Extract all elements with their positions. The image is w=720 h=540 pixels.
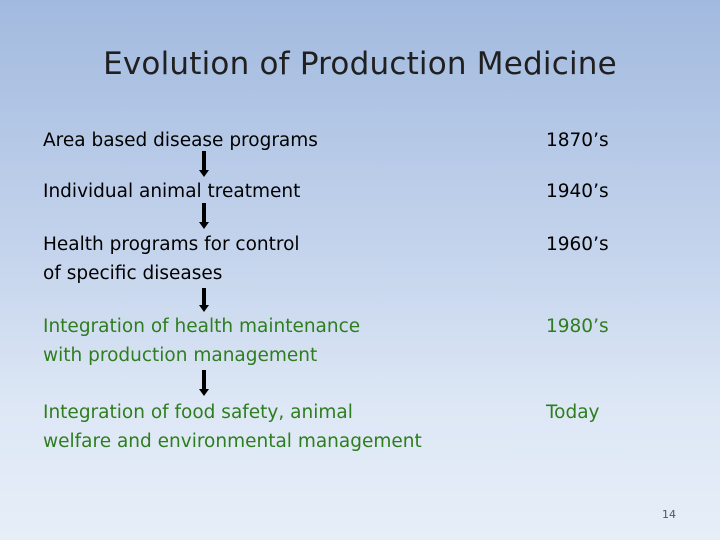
timeline-item-label-cont: welfare and environmental management: [43, 431, 422, 452]
down-arrow-icon: [199, 288, 209, 312]
timeline-era-2: 1940’s: [546, 181, 609, 202]
page-number: 14: [662, 508, 676, 521]
timeline-era-3: 1960’s: [546, 234, 609, 255]
timeline-item-label: Integration of food safety, animal: [43, 402, 353, 423]
slide-title: Evolution of Production Medicine: [103, 46, 617, 82]
down-arrow-icon: [199, 151, 209, 177]
timeline-item-3: Health programs for control of specific …: [43, 230, 483, 288]
timeline-item-label: Individual animal treatment: [43, 181, 301, 202]
down-arrow-icon: [199, 203, 209, 229]
down-arrow-icon: [199, 370, 209, 396]
timeline-era-5: Today: [546, 402, 600, 423]
timeline-item-label: Area based disease programs: [43, 130, 318, 151]
timeline-item-4: Integration of health maintenance with p…: [43, 312, 483, 370]
timeline-era-1: 1870’s: [546, 130, 609, 151]
timeline-item-label: Health programs for control: [43, 234, 300, 255]
timeline-era-4: 1980’s: [546, 316, 609, 337]
timeline-item-5: Integration of food safety, animal welfa…: [43, 398, 483, 456]
timeline-item-label: Integration of health maintenance: [43, 316, 361, 337]
timeline-item-2: Individual animal treatment: [43, 177, 483, 206]
timeline-item-label-cont: of specific diseases: [43, 263, 223, 284]
timeline-item-label-cont: with production management: [43, 345, 318, 366]
timeline-item-1: Area based disease programs: [43, 126, 483, 155]
